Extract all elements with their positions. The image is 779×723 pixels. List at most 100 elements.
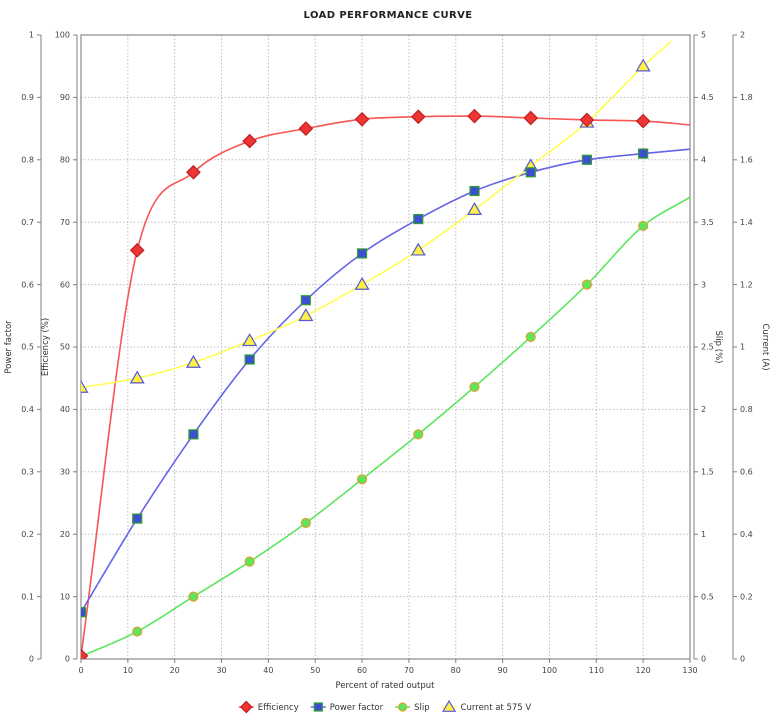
gridlines bbox=[81, 35, 690, 659]
marker-circle bbox=[356, 474, 368, 485]
legend-label: Slip bbox=[414, 703, 430, 713]
tick-label-current: 0.4 bbox=[740, 530, 753, 539]
marker-square bbox=[525, 167, 536, 178]
tick-label-current: 0.2 bbox=[740, 592, 753, 601]
marker-circle bbox=[638, 220, 649, 232]
marker-diamond bbox=[81, 648, 89, 659]
marker-diamond bbox=[298, 121, 314, 136]
tick-label-x: 130 bbox=[682, 666, 697, 675]
tick-label-efficiency: 60 bbox=[60, 280, 70, 289]
tick-label-efficiency: 90 bbox=[60, 93, 70, 102]
tick-label-power_factor: 0.5 bbox=[21, 343, 34, 352]
tick-label-x: 70 bbox=[404, 666, 414, 675]
tick-label-x: 110 bbox=[589, 666, 604, 675]
tick-label-efficiency: 10 bbox=[60, 592, 70, 601]
series-line-efficiency bbox=[81, 115, 690, 657]
tick-label-power_factor: 0.6 bbox=[21, 280, 34, 289]
tick-label-slip: 2.5 bbox=[701, 343, 714, 352]
marker-circle bbox=[188, 591, 199, 602]
marker-triangle bbox=[242, 333, 258, 347]
tick-label-slip: 4 bbox=[701, 156, 706, 165]
tick-label-slip: 3 bbox=[701, 280, 706, 289]
tick-label-current: 1 bbox=[740, 343, 745, 352]
marker-circle bbox=[413, 429, 424, 440]
tick-label-x: 100 bbox=[542, 666, 557, 675]
tick-label-power_factor: 1 bbox=[29, 31, 34, 40]
series-markers-efficiency bbox=[81, 108, 651, 659]
marker-circle bbox=[581, 279, 593, 290]
tick-label-current: 1.6 bbox=[740, 156, 753, 165]
marker-diamond bbox=[186, 164, 201, 180]
marker-circle bbox=[244, 556, 255, 567]
tick-label-x: 50 bbox=[310, 666, 320, 675]
marker-diamond bbox=[467, 108, 482, 124]
legend-item-slip: Slip bbox=[395, 702, 430, 713]
tick-label-efficiency: 80 bbox=[60, 156, 70, 165]
marker-circle bbox=[525, 331, 536, 343]
tick-label-slip: 0.5 bbox=[701, 592, 714, 601]
marker-square bbox=[413, 213, 424, 225]
marker-square bbox=[469, 185, 480, 197]
marker-diamond bbox=[410, 109, 426, 125]
legend: Efficiency Power factor Slip Current at 575… bbox=[238, 699, 532, 714]
series-markers-power-factor bbox=[81, 148, 649, 618]
tick-label-x: 0 bbox=[78, 666, 83, 675]
axis-title-efficiency: Efficiency (%) bbox=[41, 318, 51, 376]
tick-label-slip: 1.5 bbox=[701, 468, 714, 477]
marker-triangle bbox=[129, 370, 145, 384]
tick-label-x: 80 bbox=[451, 666, 461, 675]
marker-triangle bbox=[354, 276, 370, 290]
tick-label-current: 1.2 bbox=[740, 280, 753, 289]
tick-label-power_factor: 0.4 bbox=[21, 405, 34, 414]
marker-square bbox=[132, 513, 143, 524]
tick-label-efficiency: 100 bbox=[55, 31, 70, 40]
series-line-current-at-575-v bbox=[81, 40, 672, 389]
plot-border bbox=[80, 34, 691, 660]
tick-label-slip: 3.5 bbox=[701, 218, 714, 227]
marker-square bbox=[244, 354, 255, 365]
tick-label-efficiency: 0 bbox=[65, 655, 70, 664]
axis-title-current: Current (A) bbox=[760, 323, 770, 370]
series-line-power-factor bbox=[81, 148, 690, 613]
marker-diamond bbox=[579, 112, 595, 128]
legend-label: Power factor bbox=[330, 703, 384, 713]
marker-square bbox=[313, 702, 323, 712]
tick-label-power_factor: 0.2 bbox=[21, 530, 34, 539]
tick-label-efficiency: 50 bbox=[60, 343, 70, 352]
tick-label-current: 1.8 bbox=[740, 93, 753, 102]
axes: 00.10.20.30.40.50.60.70.80.9101020304050… bbox=[21, 31, 752, 675]
marker-triangle bbox=[410, 242, 426, 256]
marker-diamond bbox=[239, 700, 253, 714]
tick-label-power_factor: 0.9 bbox=[21, 93, 34, 102]
legend-label: Current at 575 V bbox=[461, 703, 532, 713]
series-line-slip bbox=[81, 196, 690, 658]
tick-label-current: 1.4 bbox=[740, 218, 753, 227]
tick-label-efficiency: 30 bbox=[60, 468, 70, 477]
marker-triangle bbox=[442, 699, 457, 712]
marker-circle bbox=[398, 702, 408, 712]
tick-label-x: 90 bbox=[498, 666, 508, 675]
tick-label-power_factor: 0.1 bbox=[21, 592, 34, 601]
tick-label-slip: 4.5 bbox=[701, 93, 714, 102]
marker-square bbox=[300, 295, 311, 306]
tick-label-x: 40 bbox=[263, 666, 273, 675]
tick-label-power_factor: 0.8 bbox=[21, 156, 34, 165]
tick-label-slip: 0 bbox=[701, 655, 706, 664]
tick-label-x: 60 bbox=[357, 666, 367, 675]
marker-circle bbox=[132, 626, 143, 637]
marker-triangle bbox=[298, 308, 314, 322]
legend-item-current-at-575-v: Current at 575 V bbox=[441, 699, 532, 713]
marker-square bbox=[188, 429, 199, 440]
tick-label-efficiency: 70 bbox=[60, 218, 70, 227]
marker-triangle bbox=[185, 354, 201, 368]
legend-item-efficiency: Efficiency bbox=[238, 700, 299, 714]
marker-diamond bbox=[129, 242, 145, 258]
legend-label: Efficiency bbox=[258, 703, 299, 713]
marker-triangle bbox=[81, 379, 89, 393]
tick-label-current: 0.6 bbox=[740, 468, 753, 477]
marker-circle bbox=[300, 517, 311, 529]
chart-title: LOAD PERFORMANCE CURVE bbox=[304, 10, 473, 21]
tick-label-efficiency: 20 bbox=[60, 530, 70, 539]
marker-diamond bbox=[354, 111, 370, 127]
